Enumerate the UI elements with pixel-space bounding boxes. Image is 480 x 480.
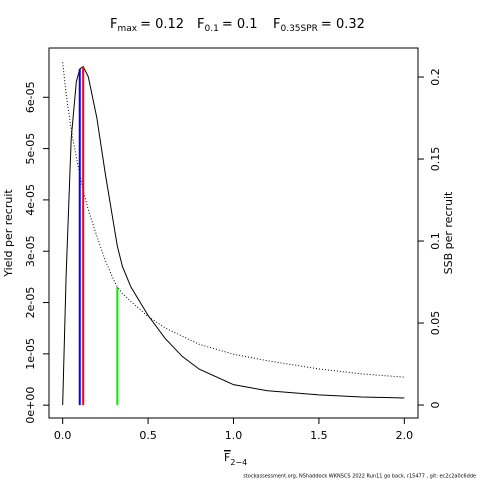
x-tick-label: 1.5: [310, 429, 328, 442]
title-subscript: max: [117, 24, 137, 34]
y2-tick-label: 0.1: [429, 232, 442, 250]
y-tick-label: 0e+00: [24, 387, 37, 424]
y2-tick-label: 0.2: [429, 68, 442, 86]
y-tick-label: 3e-05: [24, 235, 37, 267]
y-tick-label: 1e-05: [24, 338, 37, 370]
y2-tick-label: 0.05: [429, 311, 442, 336]
title-value: = 0.12: [140, 17, 184, 32]
plot-box: [48, 47, 419, 419]
x-label-symbol: F: [224, 451, 230, 464]
y-tick-label: 4e-05: [24, 184, 37, 216]
title-value: = 0.32: [321, 17, 365, 32]
title-value: = 0.1: [222, 17, 258, 32]
title-part: F0.1 = 0.1: [197, 17, 258, 34]
x-tick-label: 1.0: [225, 429, 243, 442]
x-tick-label: 0.5: [139, 429, 157, 442]
y2-tick-label: 0.15: [429, 147, 442, 172]
x-axis-label: F2−4: [224, 451, 247, 467]
title-subscript: 0.35SPR: [280, 24, 317, 34]
footer: stockassessment.org, NShaddock WKNSCS 20…: [243, 474, 476, 480]
y-tick-label: 5e-05: [24, 133, 37, 165]
y-tick-label: 2e-05: [24, 287, 37, 319]
x-tick-label: 2.0: [396, 429, 414, 442]
title-part: Fmax = 0.12: [110, 17, 184, 34]
x-label-subscript: 2−4: [230, 458, 247, 467]
x-tick-label: 0.0: [54, 429, 72, 442]
y2-axis-label: SSB per recruit: [442, 191, 455, 274]
y-axis-label: Yield per recruit: [2, 189, 15, 278]
y2-tick-label: 0: [429, 402, 442, 409]
title-symbol: F: [110, 17, 117, 32]
series-line: [62, 65, 405, 406]
series-line: [62, 62, 405, 378]
title-part: F0.35SPR = 0.32: [273, 17, 365, 34]
title-subscript: 0.1: [204, 24, 218, 34]
y-tick-label: 6e-05: [24, 81, 37, 113]
title-symbol: F: [273, 17, 280, 32]
title-symbol: F: [197, 17, 204, 32]
